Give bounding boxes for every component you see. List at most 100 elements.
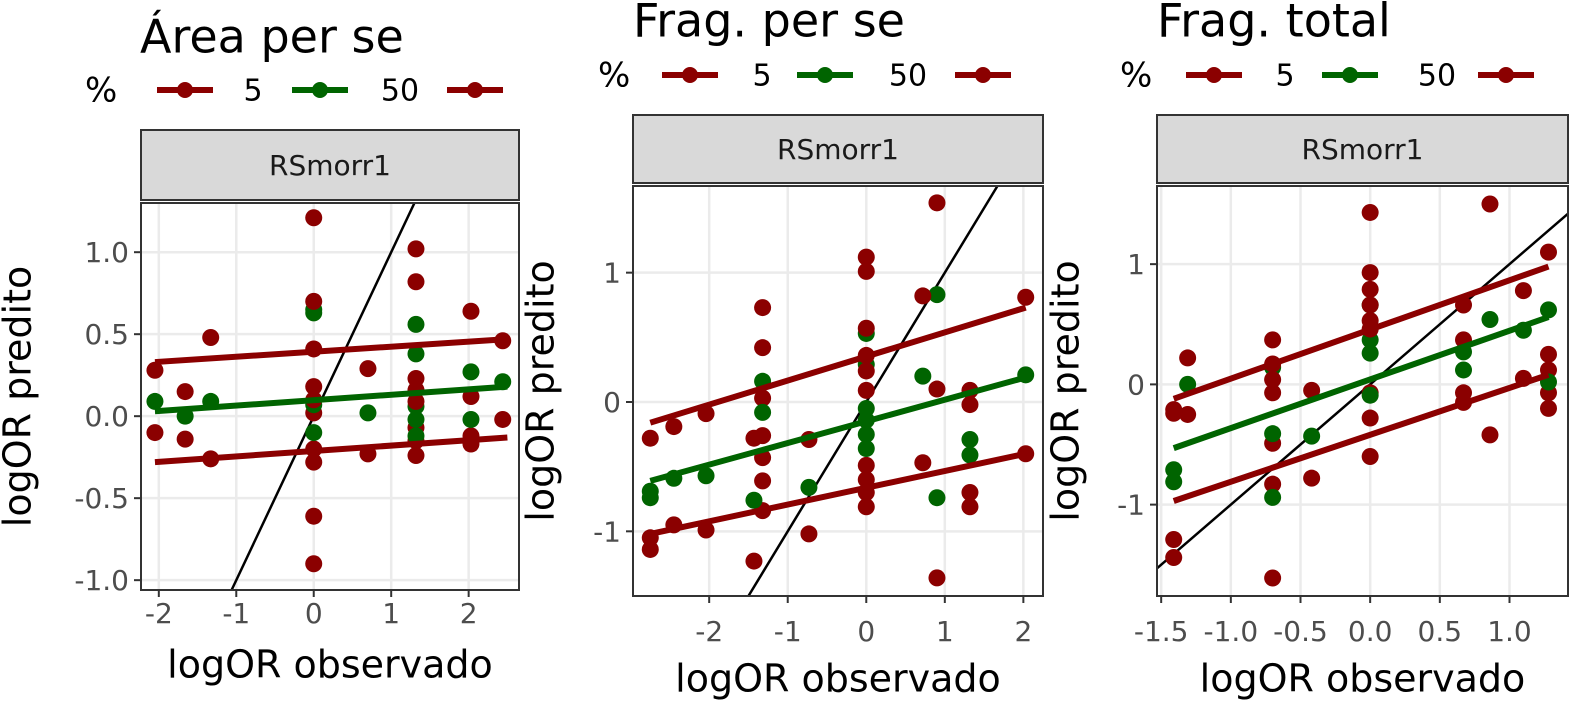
legend-key-dot [1498, 67, 1514, 83]
fit-line [649, 374, 1027, 484]
point [961, 446, 979, 464]
strip-label: RSmorr1 [777, 133, 899, 166]
point [1264, 425, 1282, 443]
point [754, 472, 772, 490]
point [407, 315, 425, 333]
strip [140, 129, 520, 201]
legend-label: 5 [243, 74, 262, 109]
legend-title: % [1120, 56, 1152, 96]
point [1179, 375, 1197, 393]
point [961, 396, 979, 414]
point [745, 552, 763, 570]
fit-line [154, 434, 508, 466]
legend-label: 5 [752, 59, 771, 94]
fit-line [649, 450, 1027, 537]
x-tick-label: 0.5 [1418, 615, 1463, 648]
x-tick-label: -1.0 [1204, 615, 1259, 648]
point [641, 540, 659, 558]
point [407, 392, 425, 410]
legend-key-dot [1206, 67, 1222, 83]
point [754, 299, 772, 317]
y-axis-title: logOR predito [0, 266, 40, 527]
legend-label: 5 [1275, 59, 1294, 94]
point [359, 404, 377, 422]
point [1514, 282, 1532, 300]
point [462, 410, 480, 428]
plot-border [140, 202, 520, 591]
x-axis-title: logOR observado [167, 643, 493, 687]
point [1481, 310, 1499, 328]
point [1455, 361, 1473, 379]
point [305, 292, 323, 310]
point [1303, 427, 1321, 445]
point [1539, 399, 1557, 417]
point [1361, 448, 1379, 466]
point [1361, 280, 1379, 298]
point [745, 429, 763, 447]
point [1264, 475, 1282, 493]
legend-title: % [85, 71, 117, 111]
point [1481, 426, 1499, 444]
x-tick-label: 1 [936, 615, 954, 648]
point [1179, 349, 1197, 367]
point [641, 489, 659, 507]
point [305, 378, 323, 396]
point [961, 498, 979, 516]
point [462, 302, 480, 320]
point [494, 410, 512, 428]
point [928, 194, 946, 212]
legend-key-dot [975, 67, 991, 83]
point [1539, 243, 1557, 261]
point [176, 383, 194, 401]
point [914, 287, 932, 305]
point [407, 410, 425, 428]
point [857, 362, 875, 380]
chart-title: Frag. total [1157, 0, 1391, 48]
point [1361, 203, 1379, 221]
y-tick-label: -0.5 [74, 482, 129, 515]
x-tick-label: -1 [774, 615, 802, 648]
y-tick-label: 0 [1127, 368, 1145, 401]
point [1165, 473, 1183, 491]
point [1264, 331, 1282, 349]
chart-title: Frag. per se [633, 0, 905, 48]
point [928, 489, 946, 507]
point [1264, 371, 1282, 389]
y-tick-label: 0.0 [84, 400, 129, 433]
chart-title: Área per se [140, 10, 404, 64]
plot-border [632, 185, 1044, 597]
reference-line [230, 202, 416, 591]
point [1165, 549, 1183, 567]
x-tick-label: -1.5 [1134, 615, 1189, 648]
point [857, 456, 875, 474]
strip [1156, 114, 1569, 184]
point [754, 389, 772, 407]
point [146, 392, 164, 410]
x-tick-label: -2 [145, 597, 173, 630]
legend-label: 50 [889, 59, 927, 94]
point [1303, 381, 1321, 399]
y-axis-title: logOR predito [519, 260, 563, 521]
strip-label: RSmorr1 [269, 149, 391, 182]
y-tick-label: 0 [603, 386, 621, 419]
x-tick-label: 0 [857, 615, 875, 648]
plot-border [1156, 185, 1569, 597]
y-tick-label: -1 [1117, 489, 1145, 522]
point [1165, 461, 1183, 479]
x-tick-label: 2 [1014, 615, 1032, 648]
y-tick-label: -1 [593, 515, 621, 548]
x-tick-label: -1 [222, 597, 250, 630]
fit-line [1172, 263, 1550, 402]
point [928, 569, 946, 587]
point [914, 367, 932, 385]
point [1264, 569, 1282, 587]
point [800, 478, 818, 496]
point [928, 286, 946, 304]
point [146, 424, 164, 442]
point [407, 447, 425, 465]
point [857, 399, 875, 417]
y-tick-label: -1.0 [74, 564, 129, 597]
point [1165, 404, 1183, 422]
